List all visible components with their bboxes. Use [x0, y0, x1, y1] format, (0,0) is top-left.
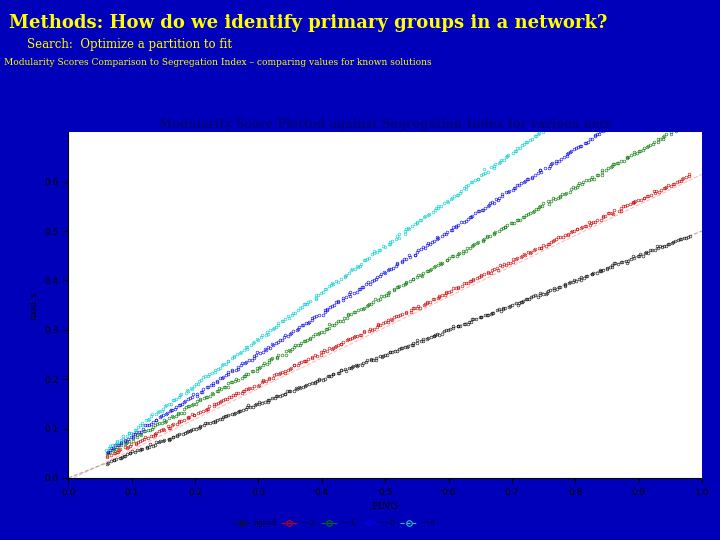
Title: Modularity Score Plotted against Segregation Index for various nets: Modularity Score Plotted against Segrega… — [159, 118, 611, 131]
X-axis label: FING: FING — [372, 502, 399, 511]
Text: Modularity Scores Comparison to Segregation Index – comparing values for known s: Modularity Scores Comparison to Segregat… — [4, 58, 431, 67]
Y-axis label: mod_s: mod_s — [29, 291, 39, 320]
Legend: ngrnd, ----2, ----1, ----5, ----6: ngrnd, ----2, ----1, ----5, ----6 — [230, 516, 438, 530]
Text: Search:  Optimize a partition to fit: Search: Optimize a partition to fit — [27, 38, 233, 51]
Text: Methods: How do we identify primary groups in a network?: Methods: How do we identify primary grou… — [9, 14, 607, 31]
